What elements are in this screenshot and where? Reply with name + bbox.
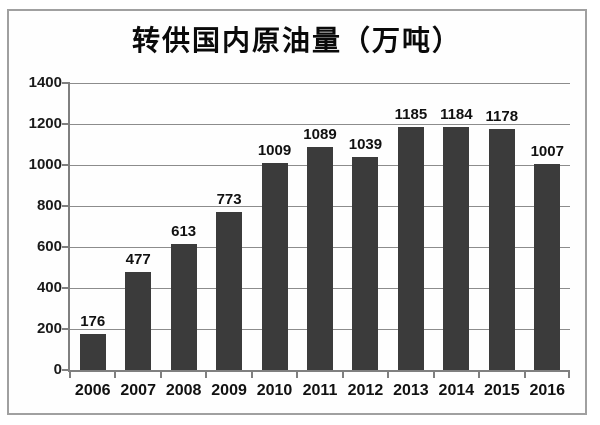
gridline — [70, 123, 570, 125]
bar-value-label: 1089 — [303, 125, 337, 143]
x-axis-tick-label: 2014 — [438, 382, 475, 399]
x-axis-tick-label: 2007 — [120, 382, 156, 399]
x-axis-tick — [114, 370, 117, 378]
bar-value-label: 1185 — [394, 106, 428, 124]
x-axis-tick — [69, 370, 71, 378]
bar-value-label: 176 — [80, 312, 106, 330]
y-axis-tick-label: 1000 — [28, 156, 62, 173]
x-axis-tick-label: 2010 — [256, 382, 293, 399]
x-axis-tick — [159, 370, 162, 378]
y-axis-tick — [62, 123, 70, 125]
y-axis-tick — [62, 205, 70, 207]
y-axis-tick — [62, 82, 70, 84]
bar — [79, 333, 106, 370]
bar — [397, 127, 424, 370]
x-axis-tick — [296, 370, 299, 378]
bar — [443, 127, 470, 370]
x-axis-tick-label: 2012 — [347, 382, 384, 399]
gridline — [70, 82, 570, 84]
x-axis-tick-label: 2011 — [302, 382, 338, 399]
plot-area: 0 200 400 600 800 1000 1200 1400 176 2006 477 2007 6… — [29, 74, 570, 399]
chart-frame: 转供国内原油量（万吨） 0 200 400 600 800 1000 1200 1400 176… — [7, 9, 587, 415]
bar — [488, 128, 515, 370]
x-axis-tick-label: 2016 — [529, 382, 566, 399]
y-axis-tick — [62, 164, 70, 166]
x-axis-tick-label: 2008 — [165, 382, 202, 399]
bar — [261, 163, 288, 370]
x-axis-tick-label: 2006 — [74, 382, 111, 399]
y-axis-tick — [62, 246, 70, 248]
bar — [216, 211, 243, 370]
x-axis-tick — [478, 370, 481, 378]
y-axis-tick-label: 1400 — [28, 74, 62, 91]
x-axis-tick — [387, 370, 390, 378]
bar-value-label: 1039 — [348, 136, 383, 154]
x-axis-tick — [523, 370, 526, 378]
x-axis-tick — [568, 370, 570, 378]
y-axis-tick-label: 400 — [36, 279, 62, 296]
bar — [125, 272, 152, 370]
chart-title: 转供国内原油量（万吨） — [131, 24, 462, 57]
bar-value-label: 613 — [171, 223, 197, 241]
y-axis-tick-label: 600 — [36, 238, 62, 255]
y-axis-tick-label: 0 — [53, 361, 62, 378]
bar-value-label: 1178 — [485, 107, 519, 125]
bar-value-label: 1184 — [440, 106, 473, 124]
x-axis-tick-label: 2009 — [211, 382, 247, 399]
bar-value-label: 477 — [125, 251, 151, 269]
x-axis-tick — [432, 370, 435, 378]
bar-value-label: 773 — [216, 190, 242, 208]
bar-value-label: 1007 — [530, 142, 564, 160]
x-axis-tick-label: 2015 — [484, 382, 520, 399]
y-axis-tick-label: 800 — [36, 197, 62, 214]
bar — [352, 157, 379, 370]
x-axis-tick-label: 2013 — [393, 382, 429, 399]
y-axis-tick — [62, 328, 70, 330]
bar-value-label: 1009 — [257, 142, 292, 160]
bar — [170, 244, 197, 370]
y-axis-tick — [62, 369, 70, 371]
x-axis-tick — [341, 370, 344, 378]
y-axis-tick — [62, 287, 70, 289]
y-axis-tick-label: 200 — [36, 320, 62, 337]
bar — [534, 163, 561, 370]
bar — [307, 146, 333, 370]
x-axis-tick — [250, 370, 253, 378]
x-axis-tick — [205, 370, 208, 378]
y-axis-tick-label: 1200 — [28, 115, 62, 132]
